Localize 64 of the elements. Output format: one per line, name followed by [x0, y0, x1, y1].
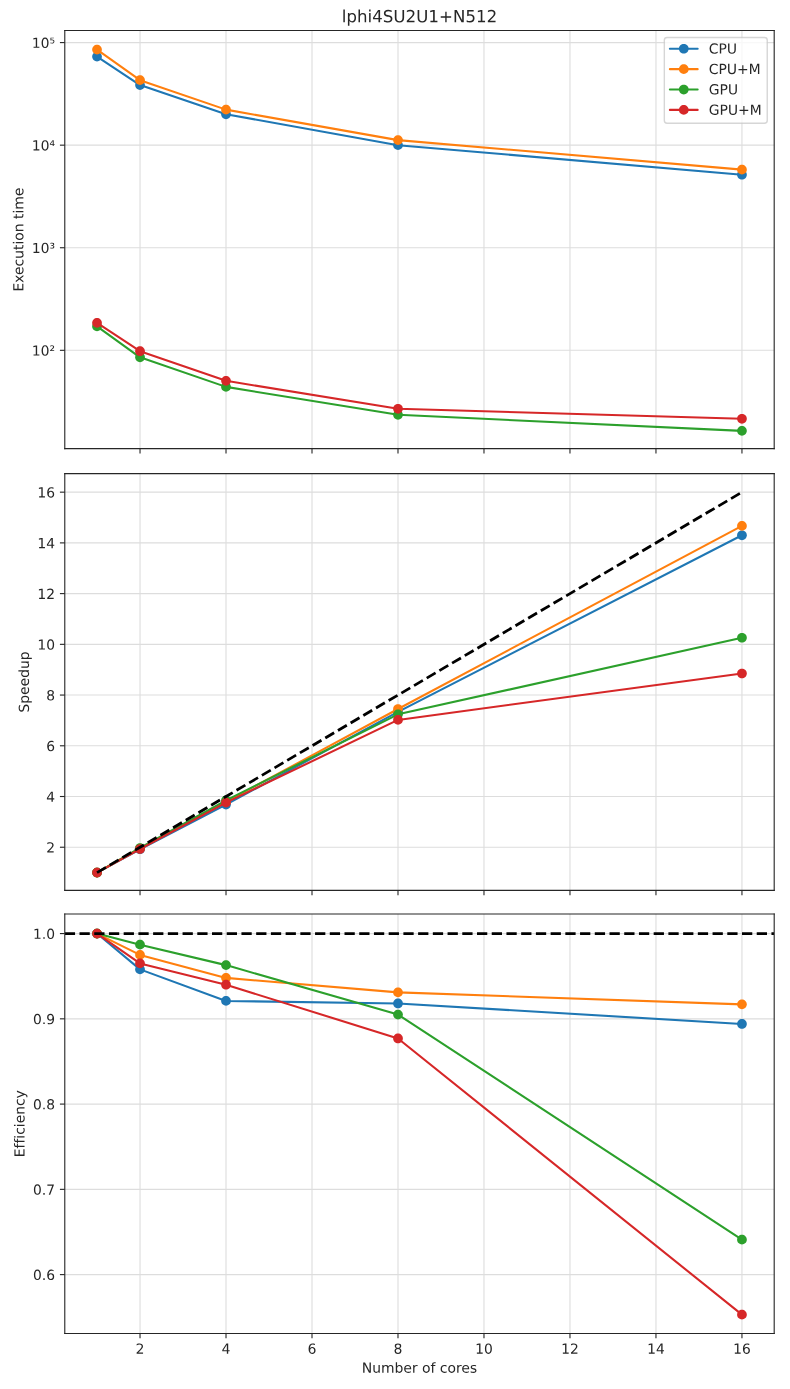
point	[221, 375, 231, 386]
point	[737, 413, 747, 424]
point	[393, 715, 403, 725]
y-tick-label: 16	[38, 487, 55, 498]
x-axis-title: Number of cores	[363, 1362, 477, 1373]
y-tick-label: 10	[38, 639, 55, 650]
x-tick-label: 16	[734, 1343, 750, 1354]
point	[92, 318, 102, 328]
legend-label: CPU+M	[709, 63, 760, 75]
y-tick-label: 0.8	[33, 1099, 55, 1110]
y-tick-label: 10⁴	[33, 140, 55, 151]
y-tick-label: 10²	[33, 345, 55, 356]
y-tick-label: 10³	[33, 242, 55, 254]
point	[393, 998, 403, 1009]
y-tick-label: 4	[46, 791, 55, 802]
x-tick-label: 2	[136, 1343, 144, 1354]
point	[737, 425, 747, 436]
point	[737, 668, 747, 679]
point	[135, 950, 145, 960]
x-tick-label: 4	[222, 1343, 230, 1354]
point	[737, 1309, 747, 1320]
y-tick-label: 0.7	[33, 1184, 54, 1195]
point	[135, 958, 145, 969]
y-tick-label: 12	[38, 588, 54, 599]
y-axis-title: Efficiency	[13, 1090, 28, 1156]
x-tick-label: 12	[562, 1343, 578, 1354]
point	[393, 403, 403, 414]
point	[393, 135, 403, 145]
chart-title: lphi4SU2U1+N512	[343, 9, 496, 26]
point	[221, 104, 231, 115]
y-tick-label: 1.0	[34, 928, 55, 940]
point	[393, 1009, 403, 1020]
point	[393, 987, 403, 998]
y-tick-label: 2	[47, 842, 54, 853]
legend-label: CPU	[709, 43, 736, 54]
x-tick-label: 10	[476, 1343, 492, 1354]
x-tick-label: 8	[394, 1343, 402, 1354]
point	[135, 939, 145, 950]
legend-label: GPU	[709, 84, 737, 95]
y-axis-title: Speedup	[18, 652, 32, 712]
point	[737, 164, 747, 175]
point	[135, 75, 145, 86]
point	[737, 999, 747, 1010]
y-tick-label: 14	[38, 538, 55, 549]
y-tick-label: 0.6	[33, 1269, 55, 1281]
point	[135, 346, 145, 357]
point	[737, 521, 747, 531]
point	[737, 1234, 747, 1245]
legend-label: GPU+M	[709, 104, 761, 115]
y-tick-label: 8	[47, 690, 55, 701]
y-tick-label: 6	[47, 740, 55, 752]
y-tick-label: 10⁵	[33, 37, 55, 49]
point	[221, 996, 231, 1006]
x-tick-label: 6	[308, 1343, 316, 1354]
point	[393, 1033, 403, 1044]
point	[737, 1019, 747, 1029]
x-tick-label: 14	[648, 1343, 665, 1354]
point	[92, 44, 102, 55]
point	[221, 960, 231, 970]
y-axis-title: Execution time	[12, 188, 24, 291]
point	[737, 632, 747, 643]
point	[221, 979, 231, 990]
point	[737, 530, 747, 541]
y-tick-label: 0.9	[33, 1013, 55, 1025]
